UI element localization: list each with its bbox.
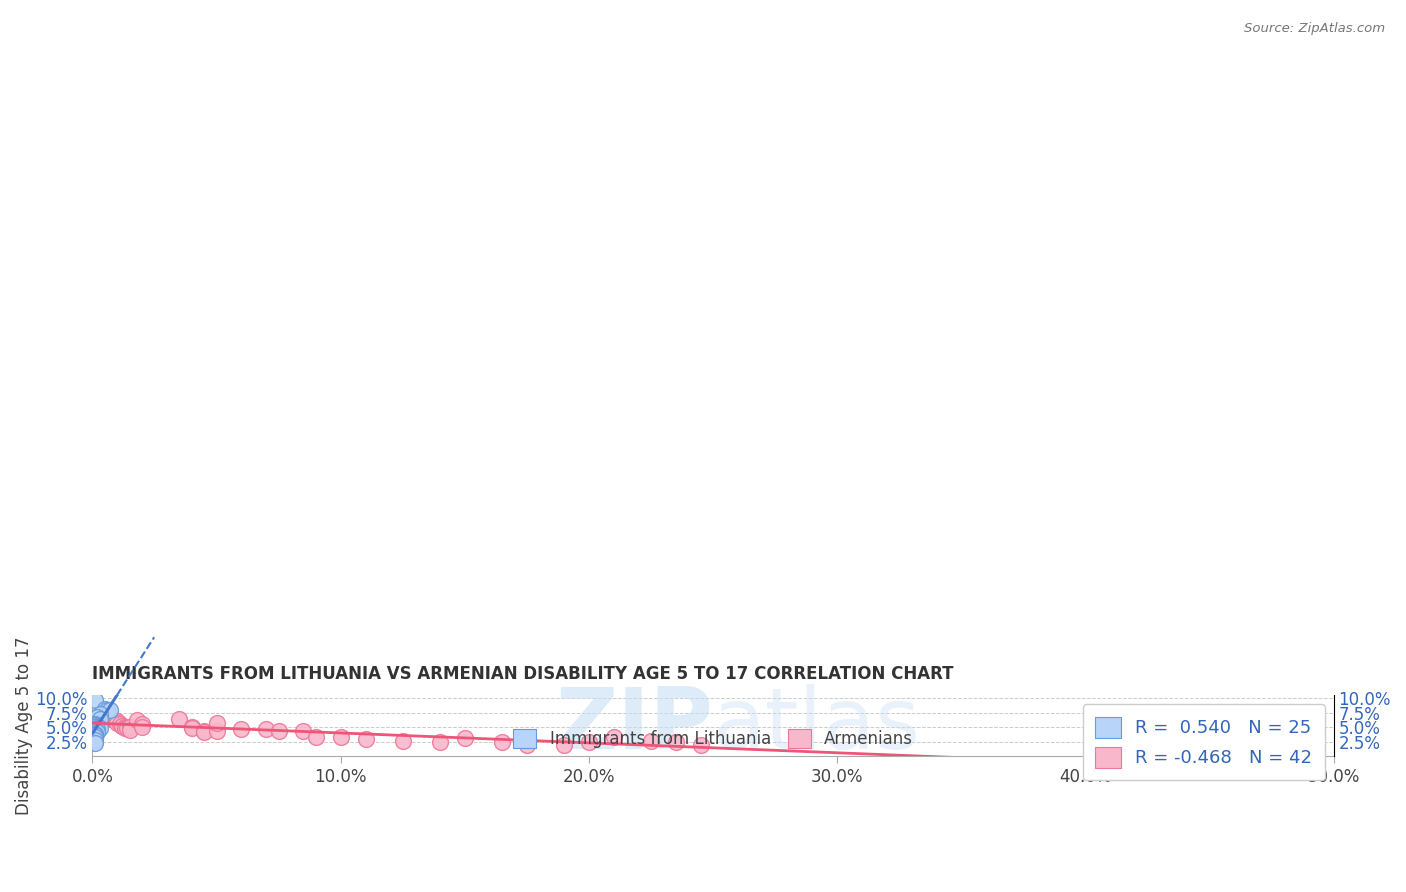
Point: [86, 721, 108, 735]
Point: [108, 717, 131, 731]
Point: [231, 722, 253, 736]
Point: [89, 707, 111, 722]
Point: [84, 724, 107, 739]
Point: [84, 720, 107, 734]
Point: [292, 724, 315, 739]
Point: [131, 720, 153, 734]
Point: [101, 712, 124, 726]
Point: [111, 719, 134, 733]
Point: [205, 715, 228, 730]
Point: [267, 724, 290, 739]
Point: [84, 723, 107, 738]
Point: [94, 701, 117, 715]
Point: [115, 722, 138, 736]
Point: [86, 710, 108, 724]
Point: [578, 735, 600, 749]
Point: [105, 714, 128, 729]
Point: [118, 723, 141, 737]
Point: [127, 713, 149, 727]
Point: [180, 722, 202, 736]
Text: atlas: atlas: [713, 684, 921, 767]
Point: [96, 703, 118, 717]
Point: [98, 710, 121, 724]
Point: [454, 731, 477, 745]
Point: [254, 722, 277, 736]
Point: [118, 720, 141, 734]
Point: [193, 724, 215, 739]
Text: IMMIGRANTS FROM LITHUANIA VS ARMENIAN DISABILITY AGE 5 TO 17 CORRELATION CHART: IMMIGRANTS FROM LITHUANIA VS ARMENIAN DI…: [93, 665, 955, 682]
Point: [516, 738, 538, 752]
Point: [86, 720, 108, 734]
Y-axis label: Disability Age 5 to 17: Disability Age 5 to 17: [15, 637, 32, 815]
Point: [689, 738, 711, 752]
Point: [180, 720, 202, 734]
Point: [603, 730, 626, 744]
Point: [105, 715, 128, 730]
Point: [114, 722, 136, 736]
Point: [114, 720, 136, 734]
Point: [84, 718, 107, 732]
Point: [640, 733, 662, 747]
Point: [86, 722, 108, 736]
Point: [84, 693, 107, 707]
Point: [84, 727, 107, 741]
Point: [98, 703, 121, 717]
Point: [329, 730, 352, 744]
Point: [205, 724, 228, 739]
Point: [111, 719, 134, 733]
Point: [553, 738, 575, 752]
Point: [391, 733, 413, 747]
Legend: Immigrants from Lithuania, Armenians: Immigrants from Lithuania, Armenians: [506, 722, 920, 755]
Point: [169, 712, 191, 726]
Point: [86, 724, 108, 739]
Point: [354, 731, 377, 746]
Point: [429, 735, 451, 749]
Point: [89, 722, 111, 736]
Point: [491, 735, 513, 749]
Point: [84, 728, 107, 742]
Point: [89, 712, 111, 726]
Point: [665, 735, 688, 749]
Point: [84, 733, 107, 747]
Point: [94, 705, 117, 719]
Text: Source: ZipAtlas.com: Source: ZipAtlas.com: [1244, 22, 1385, 36]
Point: [193, 724, 215, 739]
Point: [104, 713, 127, 727]
Point: [84, 720, 107, 734]
Point: [84, 737, 107, 751]
Point: [305, 730, 328, 744]
Point: [86, 719, 108, 733]
Point: [84, 730, 107, 744]
Point: [84, 717, 107, 731]
Point: [131, 717, 153, 731]
Point: [84, 723, 107, 737]
Text: ZIP: ZIP: [555, 684, 713, 767]
